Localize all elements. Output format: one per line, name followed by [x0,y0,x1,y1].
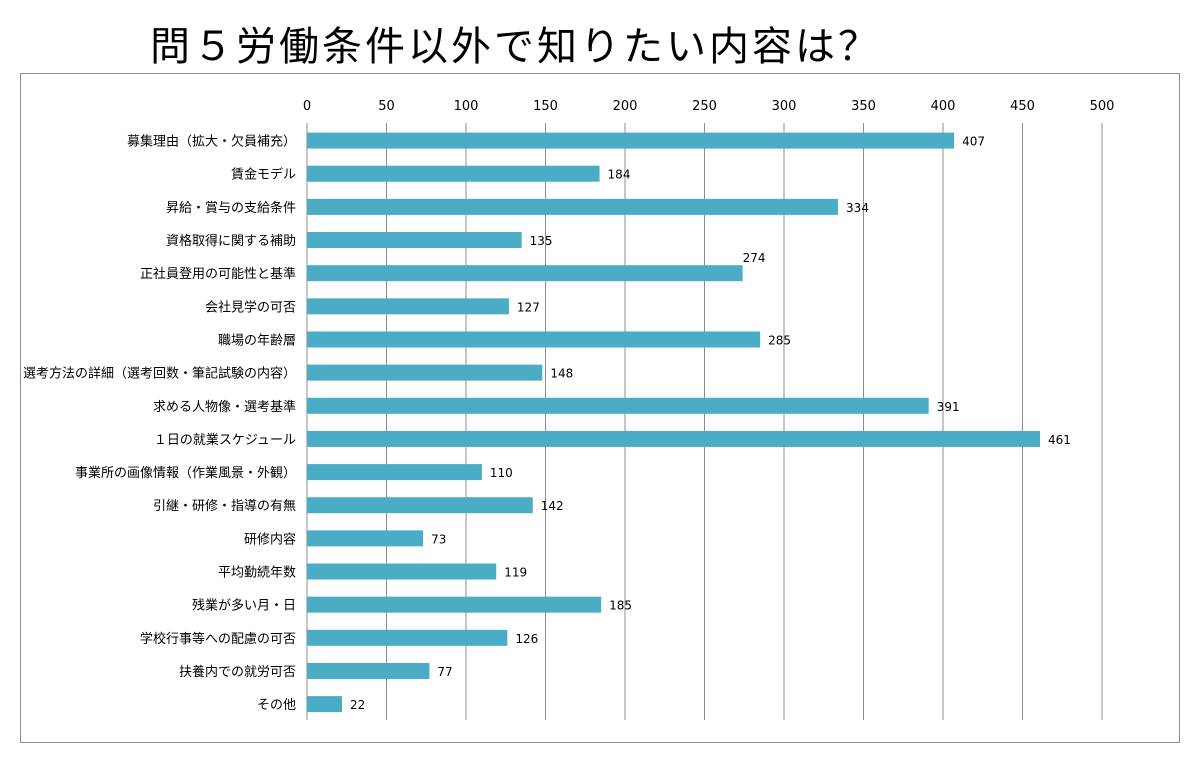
category-label: 求める人物像・選考基準 [153,399,296,415]
data-label: 73 [431,532,446,546]
category-label: 正社員登用の可能性と基準 [140,266,296,282]
bar [307,165,600,182]
data-label: 127 [517,300,540,314]
x-tick-label: 250 [692,99,717,114]
data-label: 334 [846,201,869,215]
category-label: 扶養内での就労可否 [179,664,296,680]
category-label: 昇給・賞与の支給条件 [166,200,296,216]
category-label: 事業所の画像情報（作業風景・外観） [75,465,296,481]
category-label: 残業が多い月・日 [192,598,296,614]
data-label: 22 [350,698,365,712]
category-label: 募集理由（拡大・欠員補充） [127,134,296,150]
page-title: 問５労働条件以外で知りたい内容は？ [150,24,881,70]
data-label: 142 [541,499,564,513]
bar [307,331,761,348]
x-tick-label: 100 [454,99,479,114]
bar [307,497,533,514]
x-tick-label: 0 [303,99,311,114]
category-label: 資格取得に関する補助 [166,233,296,249]
x-tick-label: 150 [533,99,558,114]
category-label: 平均勤続年数 [218,566,296,581]
category-label: 研修内容 [244,531,296,547]
data-label: 274 [743,251,766,265]
data-label: 135 [530,234,553,248]
category-label: その他 [257,698,296,713]
data-labels: 407 184 334 135 274 127 285 148 391 461 110 142 73 11… [350,135,1071,713]
bar [307,696,342,713]
category-label: 引継・研修・指導の有無 [153,499,296,514]
chart-frame [20,73,1180,743]
bar [307,662,430,679]
bars [307,132,1040,713]
bar [307,397,929,414]
data-label: 184 [608,168,631,182]
bar [307,265,743,282]
x-tick-label: 350 [851,99,876,114]
x-tick-label: 200 [613,99,638,114]
data-label: 407 [962,135,985,149]
data-label: 148 [550,367,573,381]
category-label: 会社見学の可否 [205,299,296,315]
data-label: 391 [937,400,960,414]
bar [307,298,509,315]
bar [307,430,1040,447]
x-tick-label: 400 [931,99,956,114]
data-label: 119 [504,566,527,580]
category-label: １日の就業スケジュール [154,432,296,448]
bar [307,198,839,215]
bar [307,530,424,547]
x-tick-label: 300 [772,99,797,114]
data-label: 461 [1048,433,1071,447]
bar [307,464,482,481]
bar [307,596,602,613]
bar [307,629,508,646]
x-tick-label: 450 [1010,99,1035,114]
bar [307,132,955,149]
category-label: 学校行事等への配慮の可否 [140,631,296,647]
data-label: 77 [437,665,452,679]
x-tick-label: 500 [1090,99,1115,114]
data-label: 285 [768,333,791,347]
category-labels: 募集理由（拡大・欠員補充） 賃金モデル昇給・賞与の支給条件資格取得に関する補助正社… [23,134,296,714]
data-label: 110 [490,466,513,480]
category-label: 職場の年齢層 [218,333,296,348]
bar [307,563,497,580]
x-axis-ticks: 0 50 100 150 200 250 300 350 400 450 500 [303,99,1115,114]
x-tick-label: 50 [378,99,395,114]
category-label: 選考方法の詳細（選考回数・筆記試験の内容） [23,366,296,382]
category-label: 賃金モデル [231,167,296,183]
data-label: 185 [609,599,632,613]
bar [307,232,522,249]
data-label: 126 [515,632,538,646]
bar [307,364,543,381]
gridlines [306,123,1103,720]
